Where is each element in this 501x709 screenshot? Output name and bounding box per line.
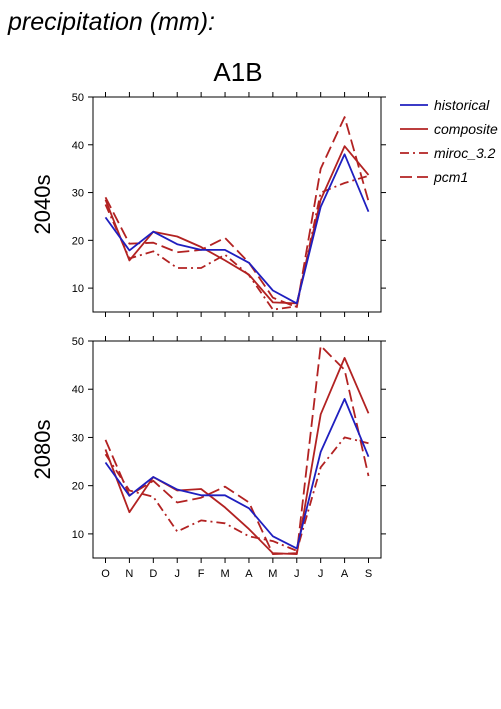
legend-label-historical: historical (434, 97, 490, 113)
row-label-2040s: 2040s (30, 175, 55, 235)
y-tick-label-10: 10 (72, 283, 84, 295)
row-label-2080s: 2080s (30, 420, 55, 480)
plot-frame (92, 96, 382, 313)
x-tick-label-F: F (198, 568, 205, 580)
x-tick-label-N: N (125, 568, 133, 580)
x-tick-label-J: J (318, 568, 324, 580)
y-tick-label-30: 30 (72, 188, 84, 200)
panels: 10 20 30 40 50 2040s 10 20 30 40 50 O N D J F M A M J J A S 208… (30, 92, 386, 580)
y-tick-label-50: 50 (72, 336, 84, 348)
x-tick-label-D: D (149, 568, 157, 580)
series-line-miroc_3.2 (104, 436, 369, 552)
legend-label-pcm1: pcm1 (433, 169, 468, 185)
legend-item-historical: historical (400, 97, 490, 113)
legend-item-pcm1: pcm1 (400, 169, 468, 185)
y-tick-label-40: 40 (72, 384, 84, 396)
legend-item-composite: composite (400, 121, 498, 137)
series-line-composite (104, 356, 370, 555)
legend: historical composite miroc_3.2 pcm1 (400, 97, 498, 185)
y-tick-label-20: 20 (72, 481, 84, 493)
x-tick-label-J: J (174, 568, 180, 580)
legend-item-miroc_3.2: miroc_3.2 (400, 145, 496, 161)
x-tick-label-J: J (294, 568, 300, 580)
legend-label-composite: composite (434, 121, 498, 137)
x-tick-label-A: A (245, 568, 253, 580)
panel-2080s: 10 20 30 40 50 O N D J F M A M J J A S 2080s (30, 336, 386, 580)
x-tick-label-O: O (101, 568, 110, 580)
x-tick-label-S: S (365, 568, 372, 580)
y-tick-label-10: 10 (72, 529, 84, 541)
scenario-title: A1B (213, 57, 262, 87)
series-line-historical (104, 153, 370, 305)
series-line-composite (104, 145, 370, 305)
x-tick-label-M: M (220, 568, 229, 580)
y-tick-label-40: 40 (72, 140, 84, 152)
y-tick-label-20: 20 (72, 235, 84, 247)
legend-label-miroc_3.2: miroc_3.2 (434, 145, 496, 161)
y-tick-label-30: 30 (72, 432, 84, 444)
panel-2040s: 10 20 30 40 50 2040s (30, 92, 386, 317)
series-line-pcm1 (104, 116, 370, 309)
x-tick-label-M: M (268, 568, 277, 580)
series-line-historical (104, 397, 370, 550)
plot-frame (92, 340, 382, 559)
page-title: precipitation (mm): (7, 8, 215, 36)
x-tick-label-A: A (341, 568, 349, 580)
series-line-pcm1 (104, 344, 370, 555)
y-tick-label-50: 50 (72, 92, 84, 104)
